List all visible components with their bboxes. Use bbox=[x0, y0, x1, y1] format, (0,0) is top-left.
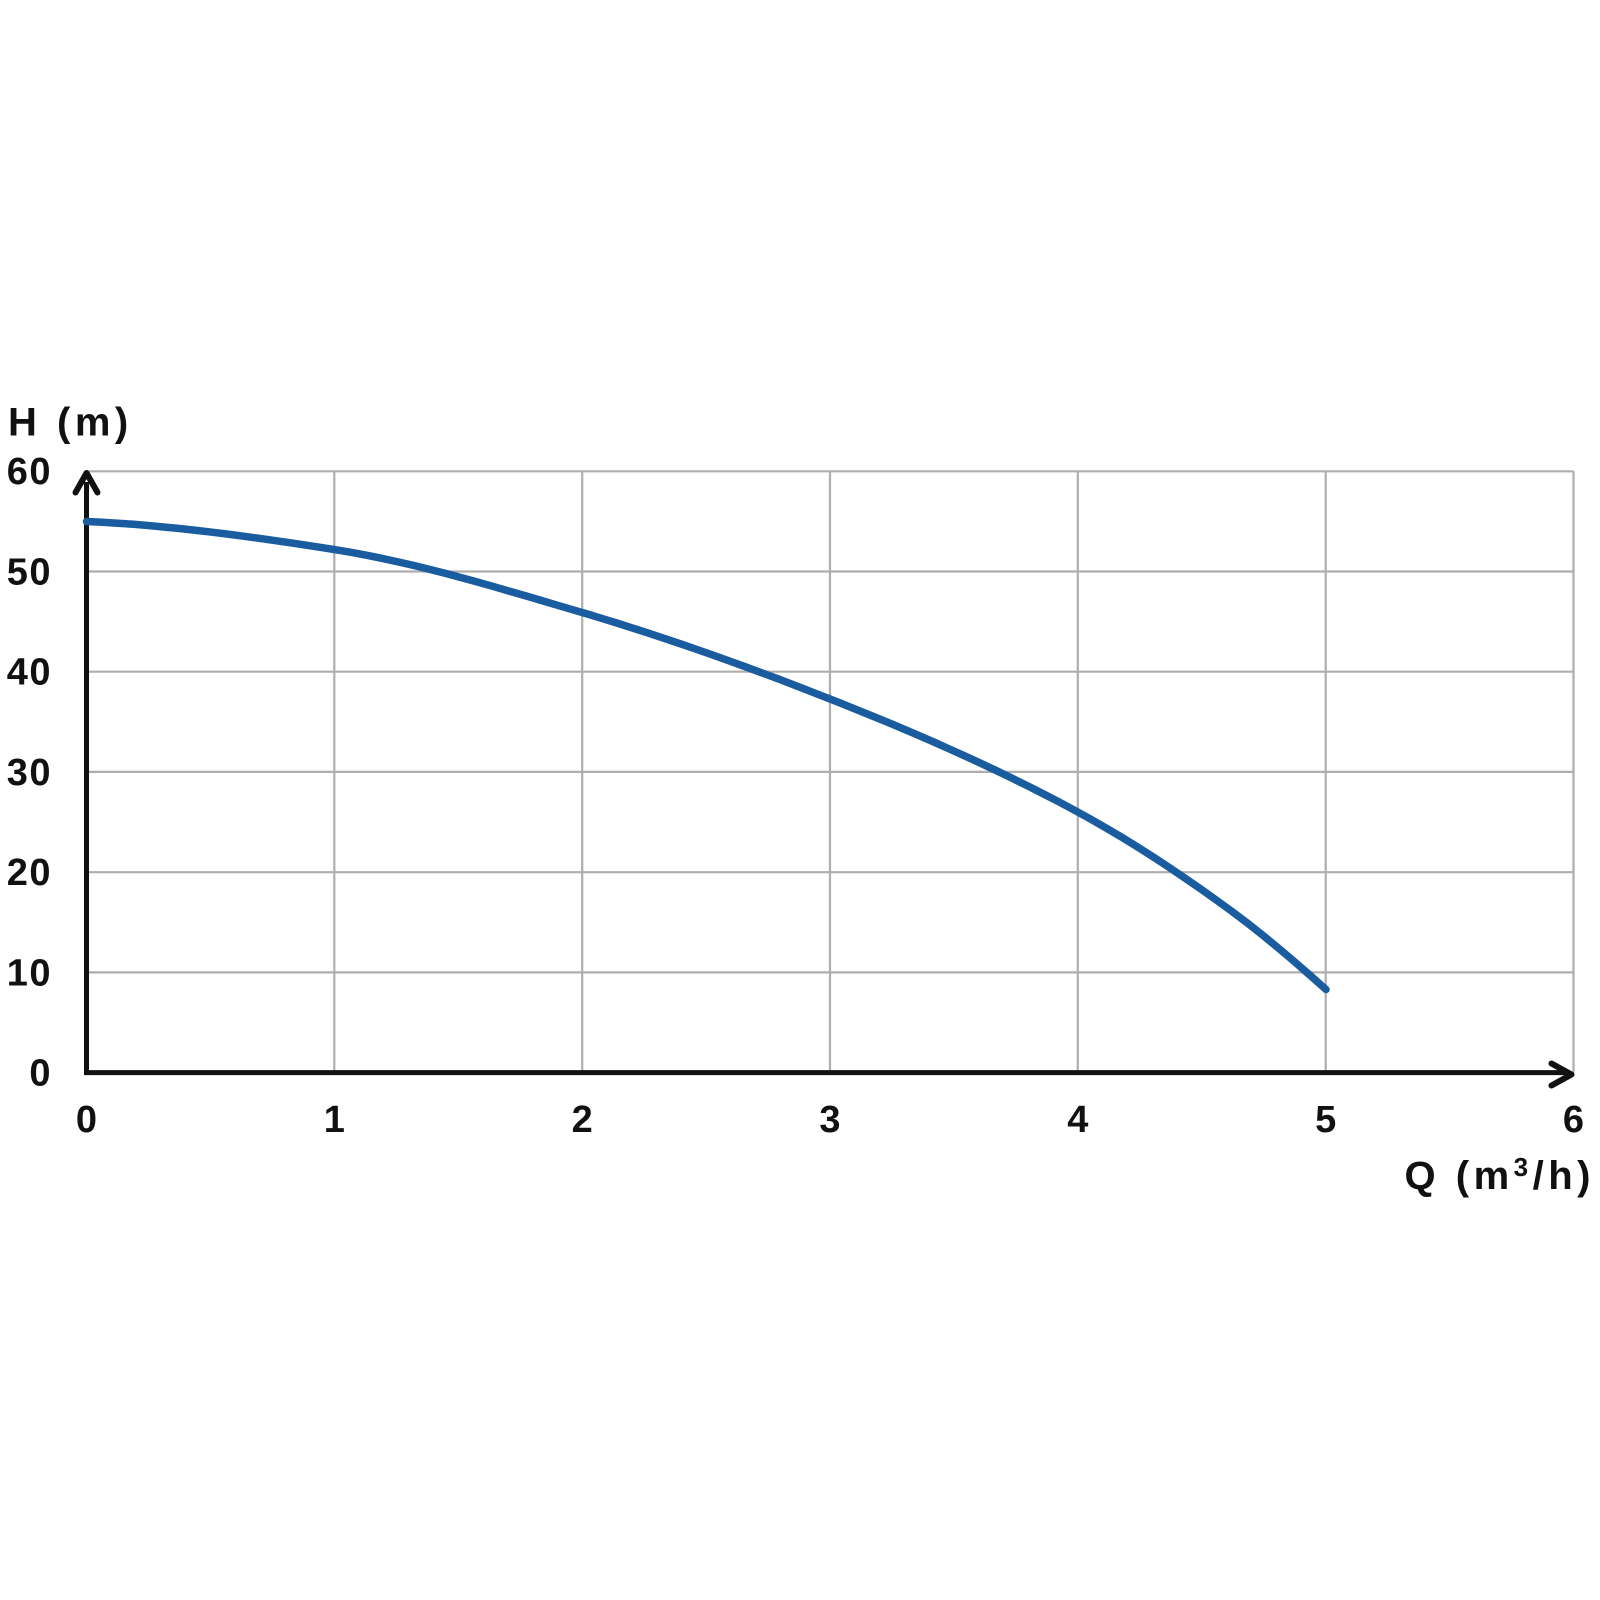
svg-text:40: 40 bbox=[7, 652, 52, 694]
svg-text:H (m): H (m) bbox=[8, 401, 133, 445]
svg-text:0: 0 bbox=[76, 1099, 97, 1141]
svg-text:Q (m3/h): Q (m3/h) bbox=[1405, 1152, 1595, 1198]
svg-text:4: 4 bbox=[1067, 1099, 1088, 1141]
svg-text:10: 10 bbox=[7, 952, 52, 994]
svg-text:5: 5 bbox=[1315, 1099, 1336, 1141]
svg-text:6: 6 bbox=[1563, 1099, 1584, 1141]
svg-text:1: 1 bbox=[324, 1099, 345, 1141]
svg-text:60: 60 bbox=[7, 451, 52, 493]
svg-text:20: 20 bbox=[7, 852, 52, 894]
svg-text:3: 3 bbox=[819, 1099, 840, 1141]
svg-text:30: 30 bbox=[7, 752, 52, 794]
svg-text:0: 0 bbox=[29, 1053, 52, 1095]
svg-text:50: 50 bbox=[7, 551, 52, 593]
svg-text:2: 2 bbox=[572, 1099, 593, 1141]
